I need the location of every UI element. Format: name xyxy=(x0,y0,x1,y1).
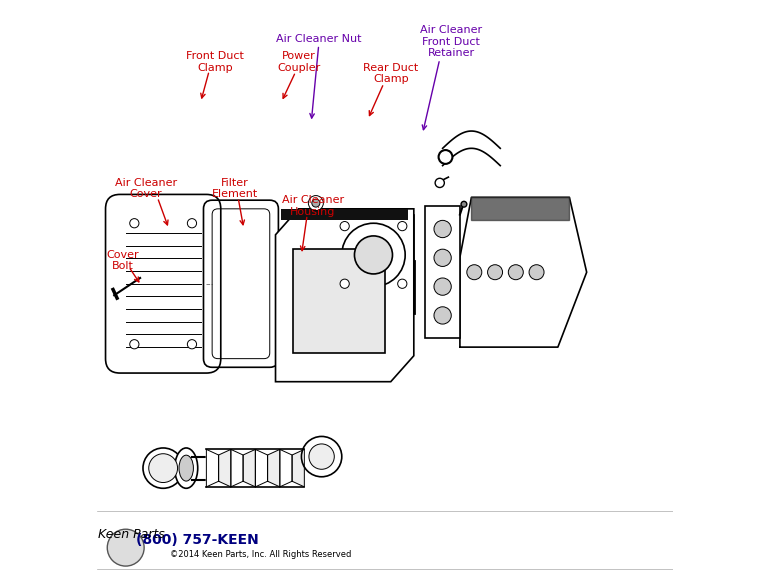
Text: Air Cleaner
Cover: Air Cleaner Cover xyxy=(115,178,177,199)
Circle shape xyxy=(397,279,407,288)
Circle shape xyxy=(461,201,467,207)
Circle shape xyxy=(340,222,350,230)
Text: Air Cleaner
Front Duct
Retainer: Air Cleaner Front Duct Retainer xyxy=(420,25,482,58)
Circle shape xyxy=(354,236,393,274)
Ellipse shape xyxy=(175,448,198,488)
Text: Keen Parts: Keen Parts xyxy=(98,528,165,541)
Circle shape xyxy=(149,454,178,482)
FancyBboxPatch shape xyxy=(425,206,460,339)
Circle shape xyxy=(342,223,405,287)
Circle shape xyxy=(508,265,524,280)
Circle shape xyxy=(308,196,323,211)
Text: (800) 757-KEEN: (800) 757-KEEN xyxy=(136,533,259,547)
Polygon shape xyxy=(280,449,292,487)
Circle shape xyxy=(312,199,320,207)
Polygon shape xyxy=(219,449,231,487)
Circle shape xyxy=(129,340,139,349)
Circle shape xyxy=(187,340,196,349)
Circle shape xyxy=(439,150,453,164)
Text: Air Cleaner
Housing: Air Cleaner Housing xyxy=(282,195,344,217)
FancyBboxPatch shape xyxy=(293,249,385,353)
Circle shape xyxy=(434,221,451,237)
Circle shape xyxy=(397,222,407,230)
Text: ©2014 Keen Parts, Inc. All Rights Reserved: ©2014 Keen Parts, Inc. All Rights Reserv… xyxy=(170,550,352,559)
Text: Front Duct
Clamp: Front Duct Clamp xyxy=(186,51,244,73)
Polygon shape xyxy=(281,210,408,221)
Polygon shape xyxy=(443,131,500,166)
Circle shape xyxy=(187,219,196,228)
Polygon shape xyxy=(206,449,219,487)
Circle shape xyxy=(309,444,334,470)
Circle shape xyxy=(529,265,544,280)
Text: Air Cleaner Nut: Air Cleaner Nut xyxy=(276,34,361,44)
Polygon shape xyxy=(256,449,268,487)
Circle shape xyxy=(487,265,503,280)
Text: Rear Duct
Clamp: Rear Duct Clamp xyxy=(363,63,418,84)
Polygon shape xyxy=(243,449,256,487)
Polygon shape xyxy=(292,449,304,487)
Circle shape xyxy=(434,307,451,324)
FancyBboxPatch shape xyxy=(333,215,413,295)
Polygon shape xyxy=(276,209,413,382)
Circle shape xyxy=(107,529,144,566)
Text: Filter
Element: Filter Element xyxy=(212,178,258,199)
Polygon shape xyxy=(268,449,280,487)
Polygon shape xyxy=(231,449,243,487)
Circle shape xyxy=(143,448,183,488)
Circle shape xyxy=(434,278,451,295)
Circle shape xyxy=(467,265,482,280)
Circle shape xyxy=(340,279,350,288)
Ellipse shape xyxy=(179,455,193,481)
Circle shape xyxy=(129,219,139,228)
Circle shape xyxy=(435,178,444,188)
Circle shape xyxy=(301,437,342,477)
Circle shape xyxy=(434,249,451,266)
Text: Power
Coupler: Power Coupler xyxy=(277,51,320,73)
Polygon shape xyxy=(460,197,587,347)
Text: Cover
Bolt: Cover Bolt xyxy=(106,250,139,272)
Polygon shape xyxy=(471,197,569,221)
